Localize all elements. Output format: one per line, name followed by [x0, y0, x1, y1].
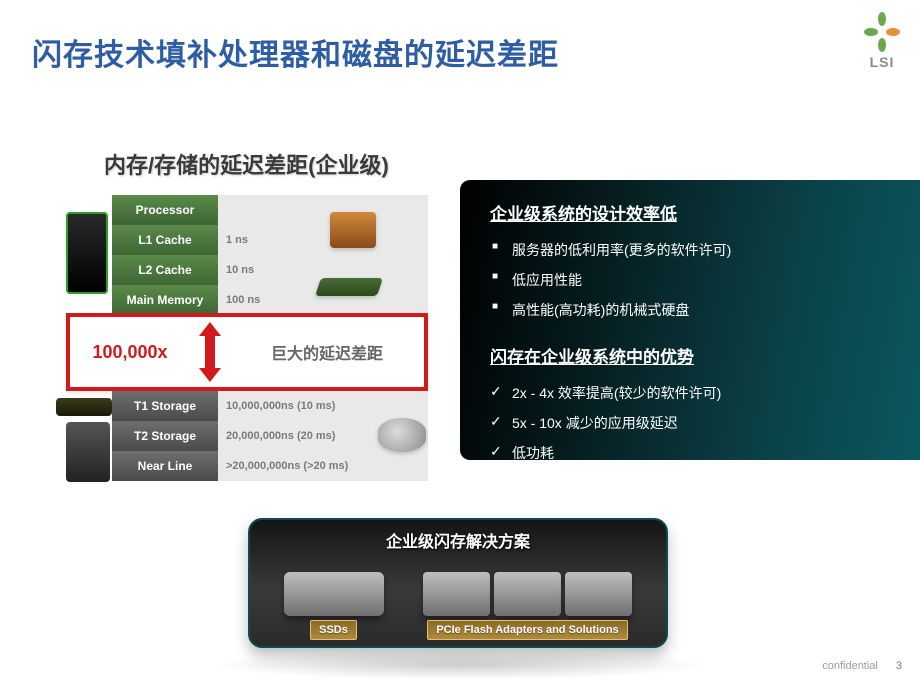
table-row: T1 Storage 10,000,000ns (10 ms)	[112, 391, 428, 421]
pcie-module-icon	[565, 572, 632, 616]
row-label: T2 Storage	[112, 421, 218, 451]
list-item: 低功耗	[490, 438, 894, 468]
solution-label: PCIe Flash Adapters and Solutions	[427, 620, 627, 640]
list-item: 5x - 10x 减少的应用级延迟	[490, 408, 894, 438]
gap-multiplier: 100,000x	[70, 342, 190, 363]
row-label: Near Line	[112, 451, 218, 481]
list-item: 服务器的低利用率(更多的软件许可)	[490, 235, 894, 265]
lsi-logo-text: LSI	[864, 54, 900, 70]
subtitle-paren: (企业级)	[308, 153, 389, 178]
slide: 闪存技术填补处理器和磁盘的延迟差距 LSI 内存/存储的延迟差距(企业级) Pr…	[0, 0, 920, 690]
list-item: 高性能(高功耗)的机械式硬盘	[490, 295, 894, 325]
row-value: 10,000,000ns (10 ms)	[218, 391, 428, 421]
row-value	[218, 195, 428, 225]
footer-page-number: 3	[896, 660, 902, 672]
table-row: Processor	[112, 195, 428, 225]
hdd-icon	[378, 418, 426, 452]
row-label: T1 Storage	[112, 391, 218, 421]
row-label: L2 Cache	[112, 255, 218, 285]
storage-shelf-icon	[56, 398, 112, 416]
row-value: >20,000,000ns (>20 ms)	[218, 451, 428, 481]
row-label: Main Memory	[112, 285, 218, 315]
server-rack-icon	[66, 212, 108, 294]
right-panel: 企业级系统的设计效率低 服务器的低利用率(更多的软件许可) 低应用性能 高性能(…	[460, 180, 920, 460]
lsi-logo-mark	[864, 16, 900, 52]
panel-list-2: 2x - 4x 效率提高(较少的软件许可) 5x - 10x 减少的应用级延迟 …	[490, 378, 894, 468]
row-label: Processor	[112, 195, 218, 225]
ram-module-icon	[315, 278, 383, 296]
list-item: 低应用性能	[490, 265, 894, 295]
latency-table-top: Processor L1 Cache 1 ns L2 Cache 10 ns M…	[112, 195, 428, 315]
gap-arrow-icon	[190, 322, 230, 382]
list-item: 2x - 4x 效率提高(较少的软件许可)	[490, 378, 894, 408]
subtitle-text: 内存/存储的延迟差距	[104, 153, 308, 178]
latency-subtitle: 内存/存储的延迟差距(企业级)	[104, 148, 389, 180]
cpu-chip-icon	[330, 212, 376, 248]
row-label: L1 Cache	[112, 225, 218, 255]
logo-leaf-icon	[878, 12, 886, 26]
panel-heading-1: 企业级系统的设计效率低	[490, 200, 894, 225]
table-row: L1 Cache 1 ns	[112, 225, 428, 255]
table-row: Main Memory 100 ns	[112, 285, 428, 315]
panel-list-1: 服务器的低利用率(更多的软件许可) 低应用性能 高性能(高功耗)的机械式硬盘	[490, 235, 894, 325]
solution-label: SSDs	[310, 620, 357, 640]
solutions-box: 企业级闪存解决方案 SSDs PCIe Flash Adapters and S…	[248, 518, 668, 648]
storage-rack-icon	[66, 422, 110, 482]
latency-gap-box: 100,000x 巨大的延迟差距	[66, 313, 428, 391]
pcie-card-icon	[423, 572, 490, 616]
solution-pcie: PCIe Flash Adapters and Solutions	[423, 572, 633, 640]
solution-ssd: SSDs	[284, 572, 384, 640]
pcie-disc-icon	[494, 572, 561, 616]
solutions-body: SSDs PCIe Flash Adapters and Solutions	[250, 552, 666, 640]
solutions-reflection	[210, 650, 710, 680]
gap-text: 巨大的延迟差距	[230, 340, 424, 364]
footer: confidential 3	[822, 660, 902, 672]
footer-confidential: confidential	[822, 660, 878, 672]
solutions-title: 企业级闪存解决方案	[250, 528, 666, 552]
logo-leaf-icon	[886, 28, 900, 36]
logo-leaf-icon	[878, 38, 886, 52]
ssd-icon	[284, 572, 384, 616]
lsi-logo: LSI	[864, 16, 900, 70]
logo-leaf-icon	[864, 28, 878, 36]
row-value: 1 ns	[218, 225, 428, 255]
panel-heading-2: 闪存在企业级系统中的优势	[490, 343, 894, 368]
table-row: Near Line >20,000,000ns (>20 ms)	[112, 451, 428, 481]
slide-title: 闪存技术填补处理器和磁盘的延迟差距	[32, 30, 559, 74]
pcie-icons	[423, 572, 633, 616]
